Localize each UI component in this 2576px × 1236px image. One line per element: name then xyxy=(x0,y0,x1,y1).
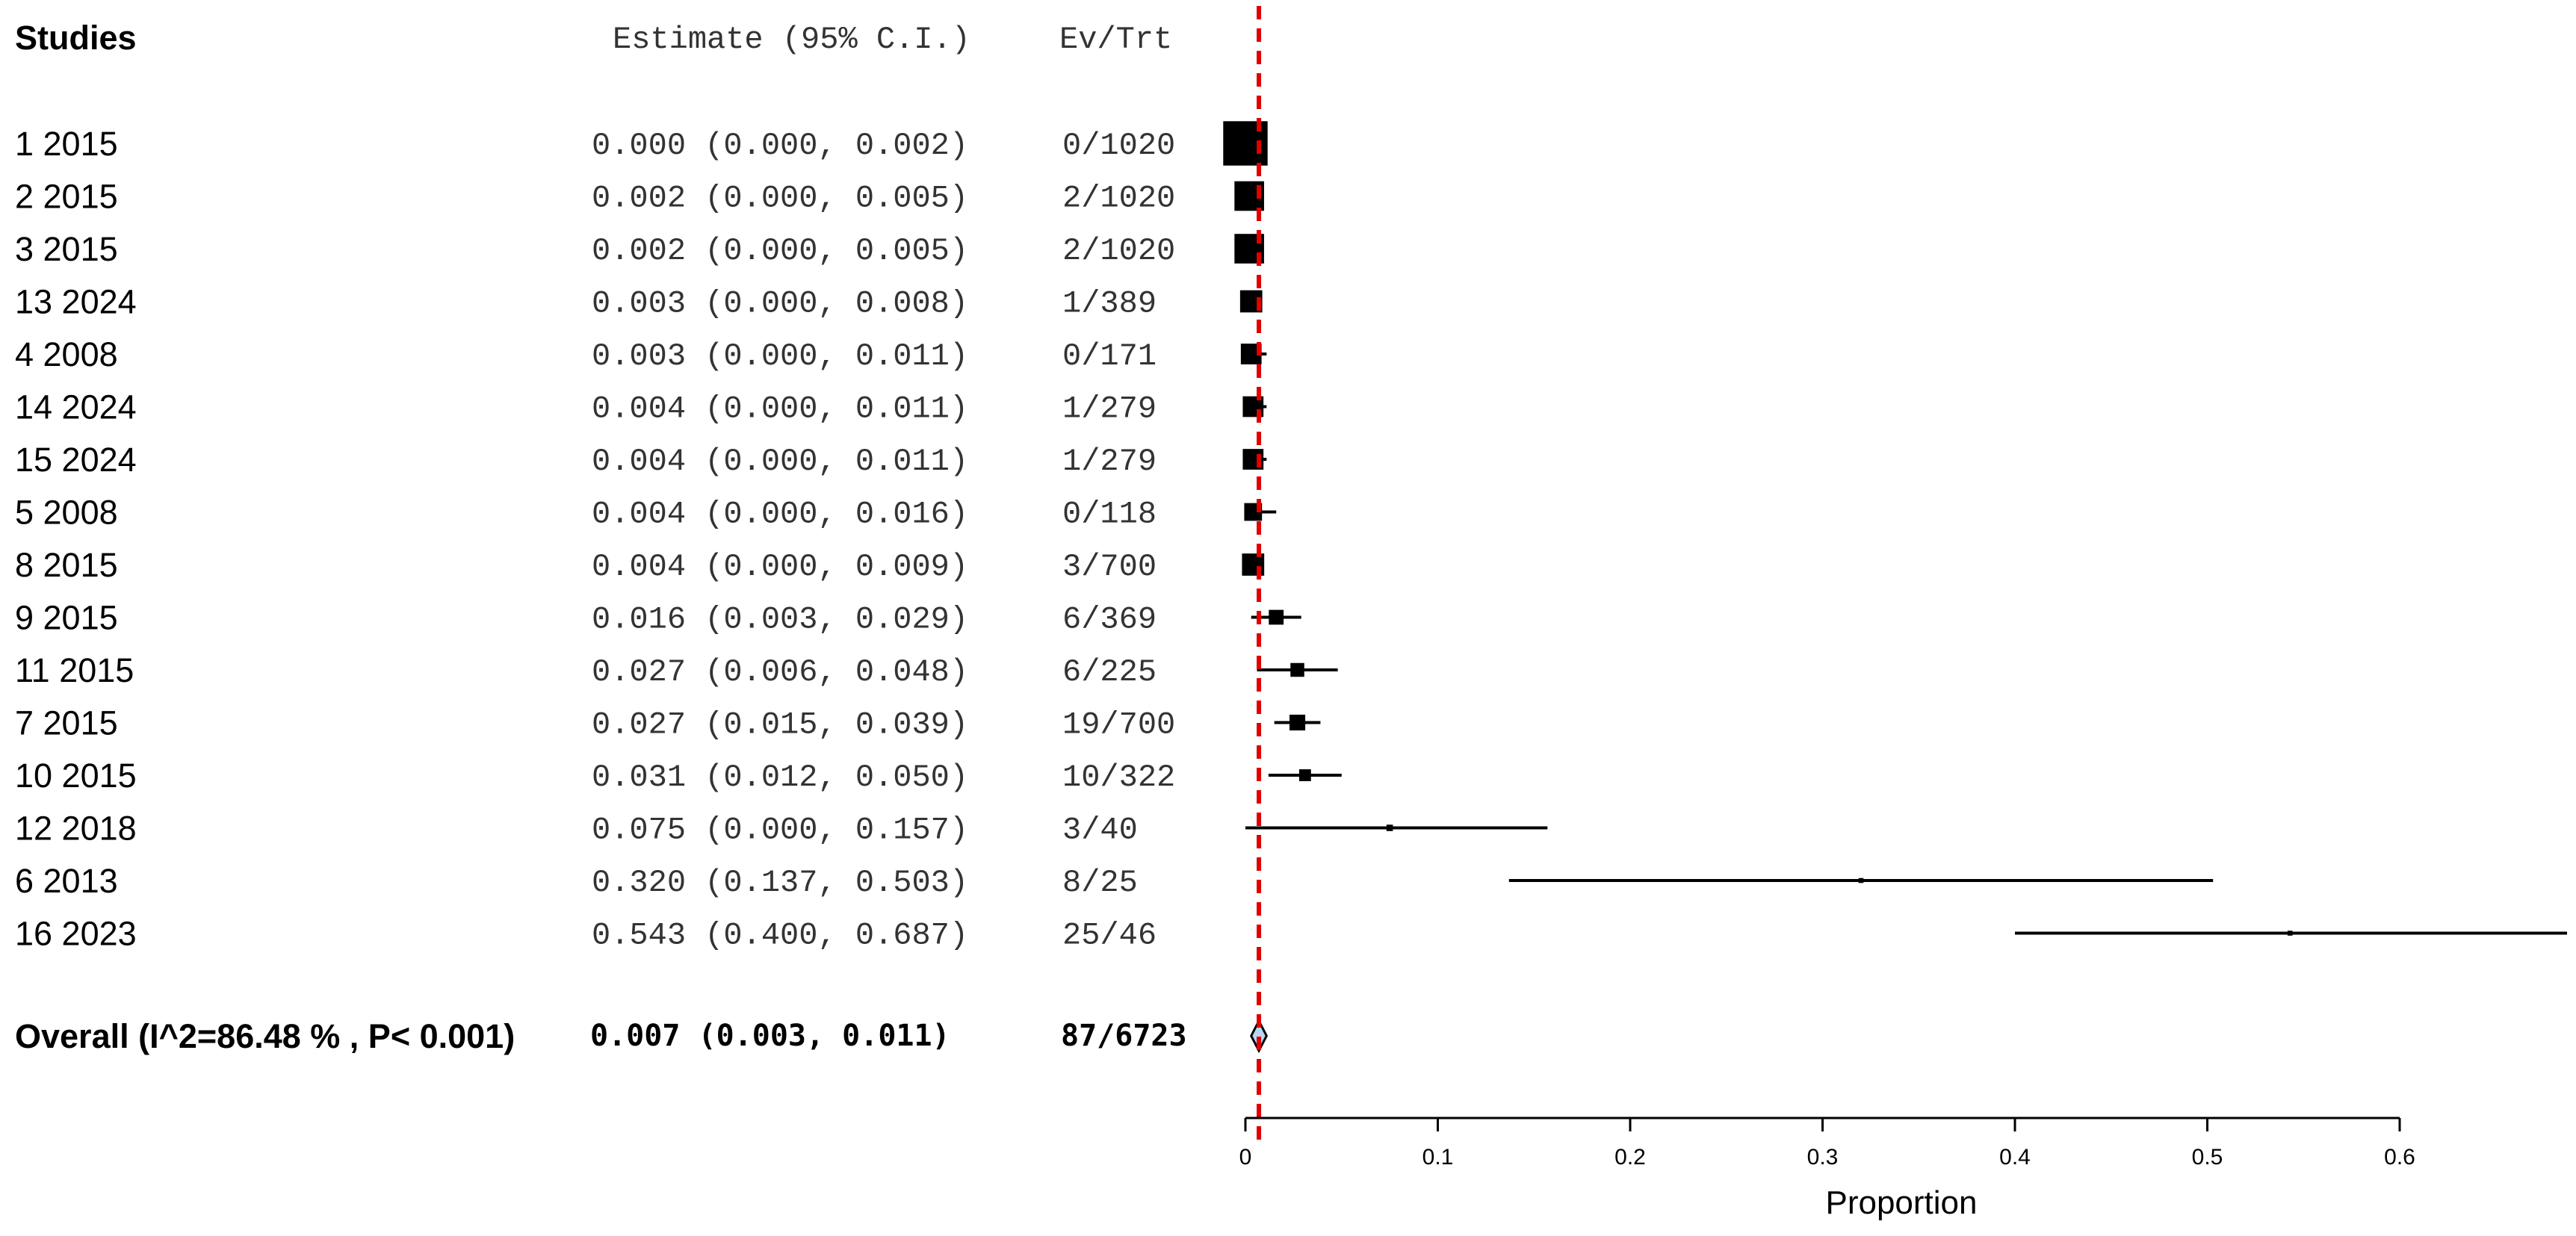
study-label: 13 2024 xyxy=(15,283,137,321)
overall-diamond xyxy=(1250,1018,1269,1054)
study-estimate: 0.003 (0.000, 0.008) xyxy=(592,286,968,322)
study-estimate: 0.004 (0.000, 0.009) xyxy=(592,549,968,585)
study-marks xyxy=(1223,121,2568,936)
estimate-box xyxy=(1858,878,1864,883)
overall-estimate: 0.007 (0.003, 0.011) xyxy=(590,1019,950,1053)
x-axis-label: Proportion xyxy=(1825,1184,1977,1221)
estimate-box xyxy=(1269,609,1284,625)
x-tick-label: 0.6 xyxy=(2384,1145,2415,1170)
study-estimate: 0.027 (0.006, 0.048) xyxy=(592,654,968,690)
study-label: 5 2008 xyxy=(15,494,118,532)
study-ev-trt: 2/1020 xyxy=(1062,181,1175,217)
study-label: 2 2015 xyxy=(15,178,118,216)
study-estimate: 0.075 (0.000, 0.157) xyxy=(592,813,968,848)
x-axis: 0 0.1 0.2 0.3 0.4 0.5 0.6 xyxy=(1239,1117,2415,1170)
header-studies: Studies xyxy=(15,19,137,57)
study-ev-trt: 2/1020 xyxy=(1062,233,1175,269)
x-tick-label: 0.5 xyxy=(2192,1145,2223,1170)
overall-label: Overall (I^2=86.48 % , P< 0.001) xyxy=(15,1017,515,1055)
study-ev-trt: 25/46 xyxy=(1062,918,1157,954)
study-ev-trt: 0/171 xyxy=(1062,338,1157,374)
estimate-box xyxy=(1298,769,1311,781)
study-ev-trt: 0/118 xyxy=(1062,497,1157,532)
estimate-box xyxy=(1386,824,1393,831)
study-ev-trt: 10/322 xyxy=(1062,760,1175,795)
study-estimate: 0.543 (0.400, 0.687) xyxy=(592,918,968,954)
study-label: 7 2015 xyxy=(15,704,118,742)
study-estimate: 0.000 (0.000, 0.002) xyxy=(592,128,968,164)
study-estimate: 0.027 (0.015, 0.039) xyxy=(592,707,968,743)
estimate-box xyxy=(1289,714,1306,731)
study-ev-trt: 3/700 xyxy=(1062,549,1157,585)
study-label: 8 2015 xyxy=(15,546,118,584)
study-label: 4 2008 xyxy=(15,335,118,373)
study-estimate: 0.002 (0.000, 0.005) xyxy=(592,181,968,217)
study-estimate: 0.003 (0.000, 0.011) xyxy=(592,338,968,374)
study-ev-trt: 0/1020 xyxy=(1062,128,1175,164)
study-ev-trt: 6/369 xyxy=(1062,602,1157,638)
x-tick-label: 0.3 xyxy=(1807,1145,1839,1170)
study-label: 6 2013 xyxy=(15,862,118,900)
study-estimate: 0.004 (0.000, 0.011) xyxy=(592,391,968,427)
overall-ev-trt: 87/6723 xyxy=(1061,1019,1187,1053)
study-label: 1 2015 xyxy=(15,125,118,163)
x-tick-label: 0.2 xyxy=(1614,1145,1646,1170)
x-tick-label: 0.4 xyxy=(1999,1145,2031,1170)
x-tick-label: 0.1 xyxy=(1422,1145,1454,1170)
study-ev-trt: 1/279 xyxy=(1062,391,1157,427)
study-label: 15 2024 xyxy=(15,441,137,479)
study-label: 9 2015 xyxy=(15,599,118,637)
study-ev-trt: 3/40 xyxy=(1062,813,1138,848)
study-estimate: 0.004 (0.000, 0.011) xyxy=(592,444,968,479)
study-ev-trt: 1/389 xyxy=(1062,286,1157,322)
study-estimate: 0.320 (0.137, 0.503) xyxy=(592,865,968,901)
study-label: 14 2024 xyxy=(15,388,137,426)
x-tick-label: 0 xyxy=(1239,1145,1252,1170)
estimate-box xyxy=(1290,662,1304,677)
study-estimate: 0.002 (0.000, 0.005) xyxy=(592,233,968,269)
study-ev-trt: 8/25 xyxy=(1062,865,1138,901)
study-label: 16 2023 xyxy=(15,915,137,953)
study-estimate: 0.004 (0.000, 0.016) xyxy=(592,497,968,532)
study-ev-trt: 6/225 xyxy=(1062,654,1157,690)
study-ev-trt: 1/279 xyxy=(1062,444,1157,479)
header-ev-trt: Ev/Trt xyxy=(1059,22,1172,58)
study-ev-trt: 19/700 xyxy=(1062,707,1175,743)
estimate-box xyxy=(2287,931,2293,936)
study-label: 10 2015 xyxy=(15,757,137,795)
study-rows: 1 2015 0.000 (0.000, 0.002) 0/1020 2 2015 0.… xyxy=(15,125,1175,954)
header-estimate: Estimate (95% C.I.) xyxy=(613,22,970,58)
study-label: 12 2018 xyxy=(15,810,137,848)
study-label: 11 2015 xyxy=(15,651,134,689)
study-estimate: 0.031 (0.012, 0.050) xyxy=(592,760,968,795)
study-label: 3 2015 xyxy=(15,230,118,268)
study-estimate: 0.016 (0.003, 0.029) xyxy=(592,602,968,638)
